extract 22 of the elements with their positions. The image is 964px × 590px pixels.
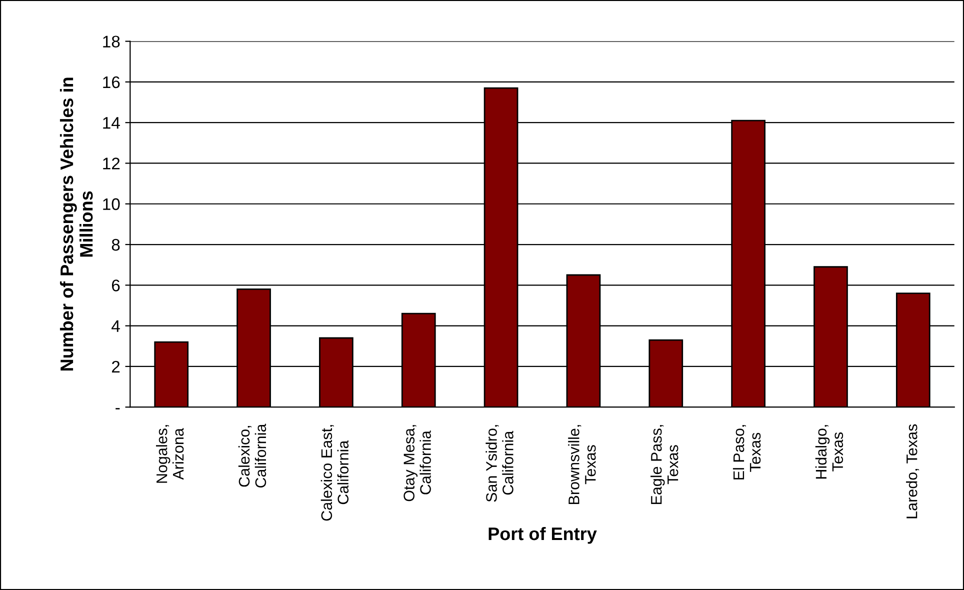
x-tick-label: Otay Mesa, California (404, 425, 431, 502)
y-tick-label: - (116, 408, 120, 410)
y-tick-label: 2 (112, 360, 120, 372)
x-tick-label: Brownsville, Texas (568, 425, 596, 504)
y-tick-label: 18 (103, 36, 120, 48)
y-axis-title: Number of Passengers Vehicles in Millions (60, 78, 93, 370)
y-tick-label: 6 (112, 280, 120, 292)
x-tick-label: El Paso, Texas (732, 425, 761, 480)
x-tick-label: Calexico, California (238, 424, 266, 488)
y-tick-label: 10 (103, 198, 120, 210)
y-tick-label: 4 (112, 320, 120, 332)
x-tick-label: Calexico East, California (320, 425, 349, 521)
x-tick-label: Hidalgo, Texas (815, 425, 844, 479)
y-tick-label: 16 (103, 76, 120, 88)
x-tick-label: Laredo, Texas (906, 424, 920, 518)
y-tick-label: 12 (103, 158, 120, 170)
y-tick-label: 14 (103, 117, 120, 129)
x-tick-label: Eagle Pass, Texas (650, 425, 678, 504)
x-tick-label: Nogales, Arizona (156, 425, 184, 483)
x-axis-title: Port of Entry (488, 526, 597, 544)
x-tick-label: San Ysidro, California (486, 425, 514, 502)
y-tick-label: 8 (112, 238, 120, 251)
